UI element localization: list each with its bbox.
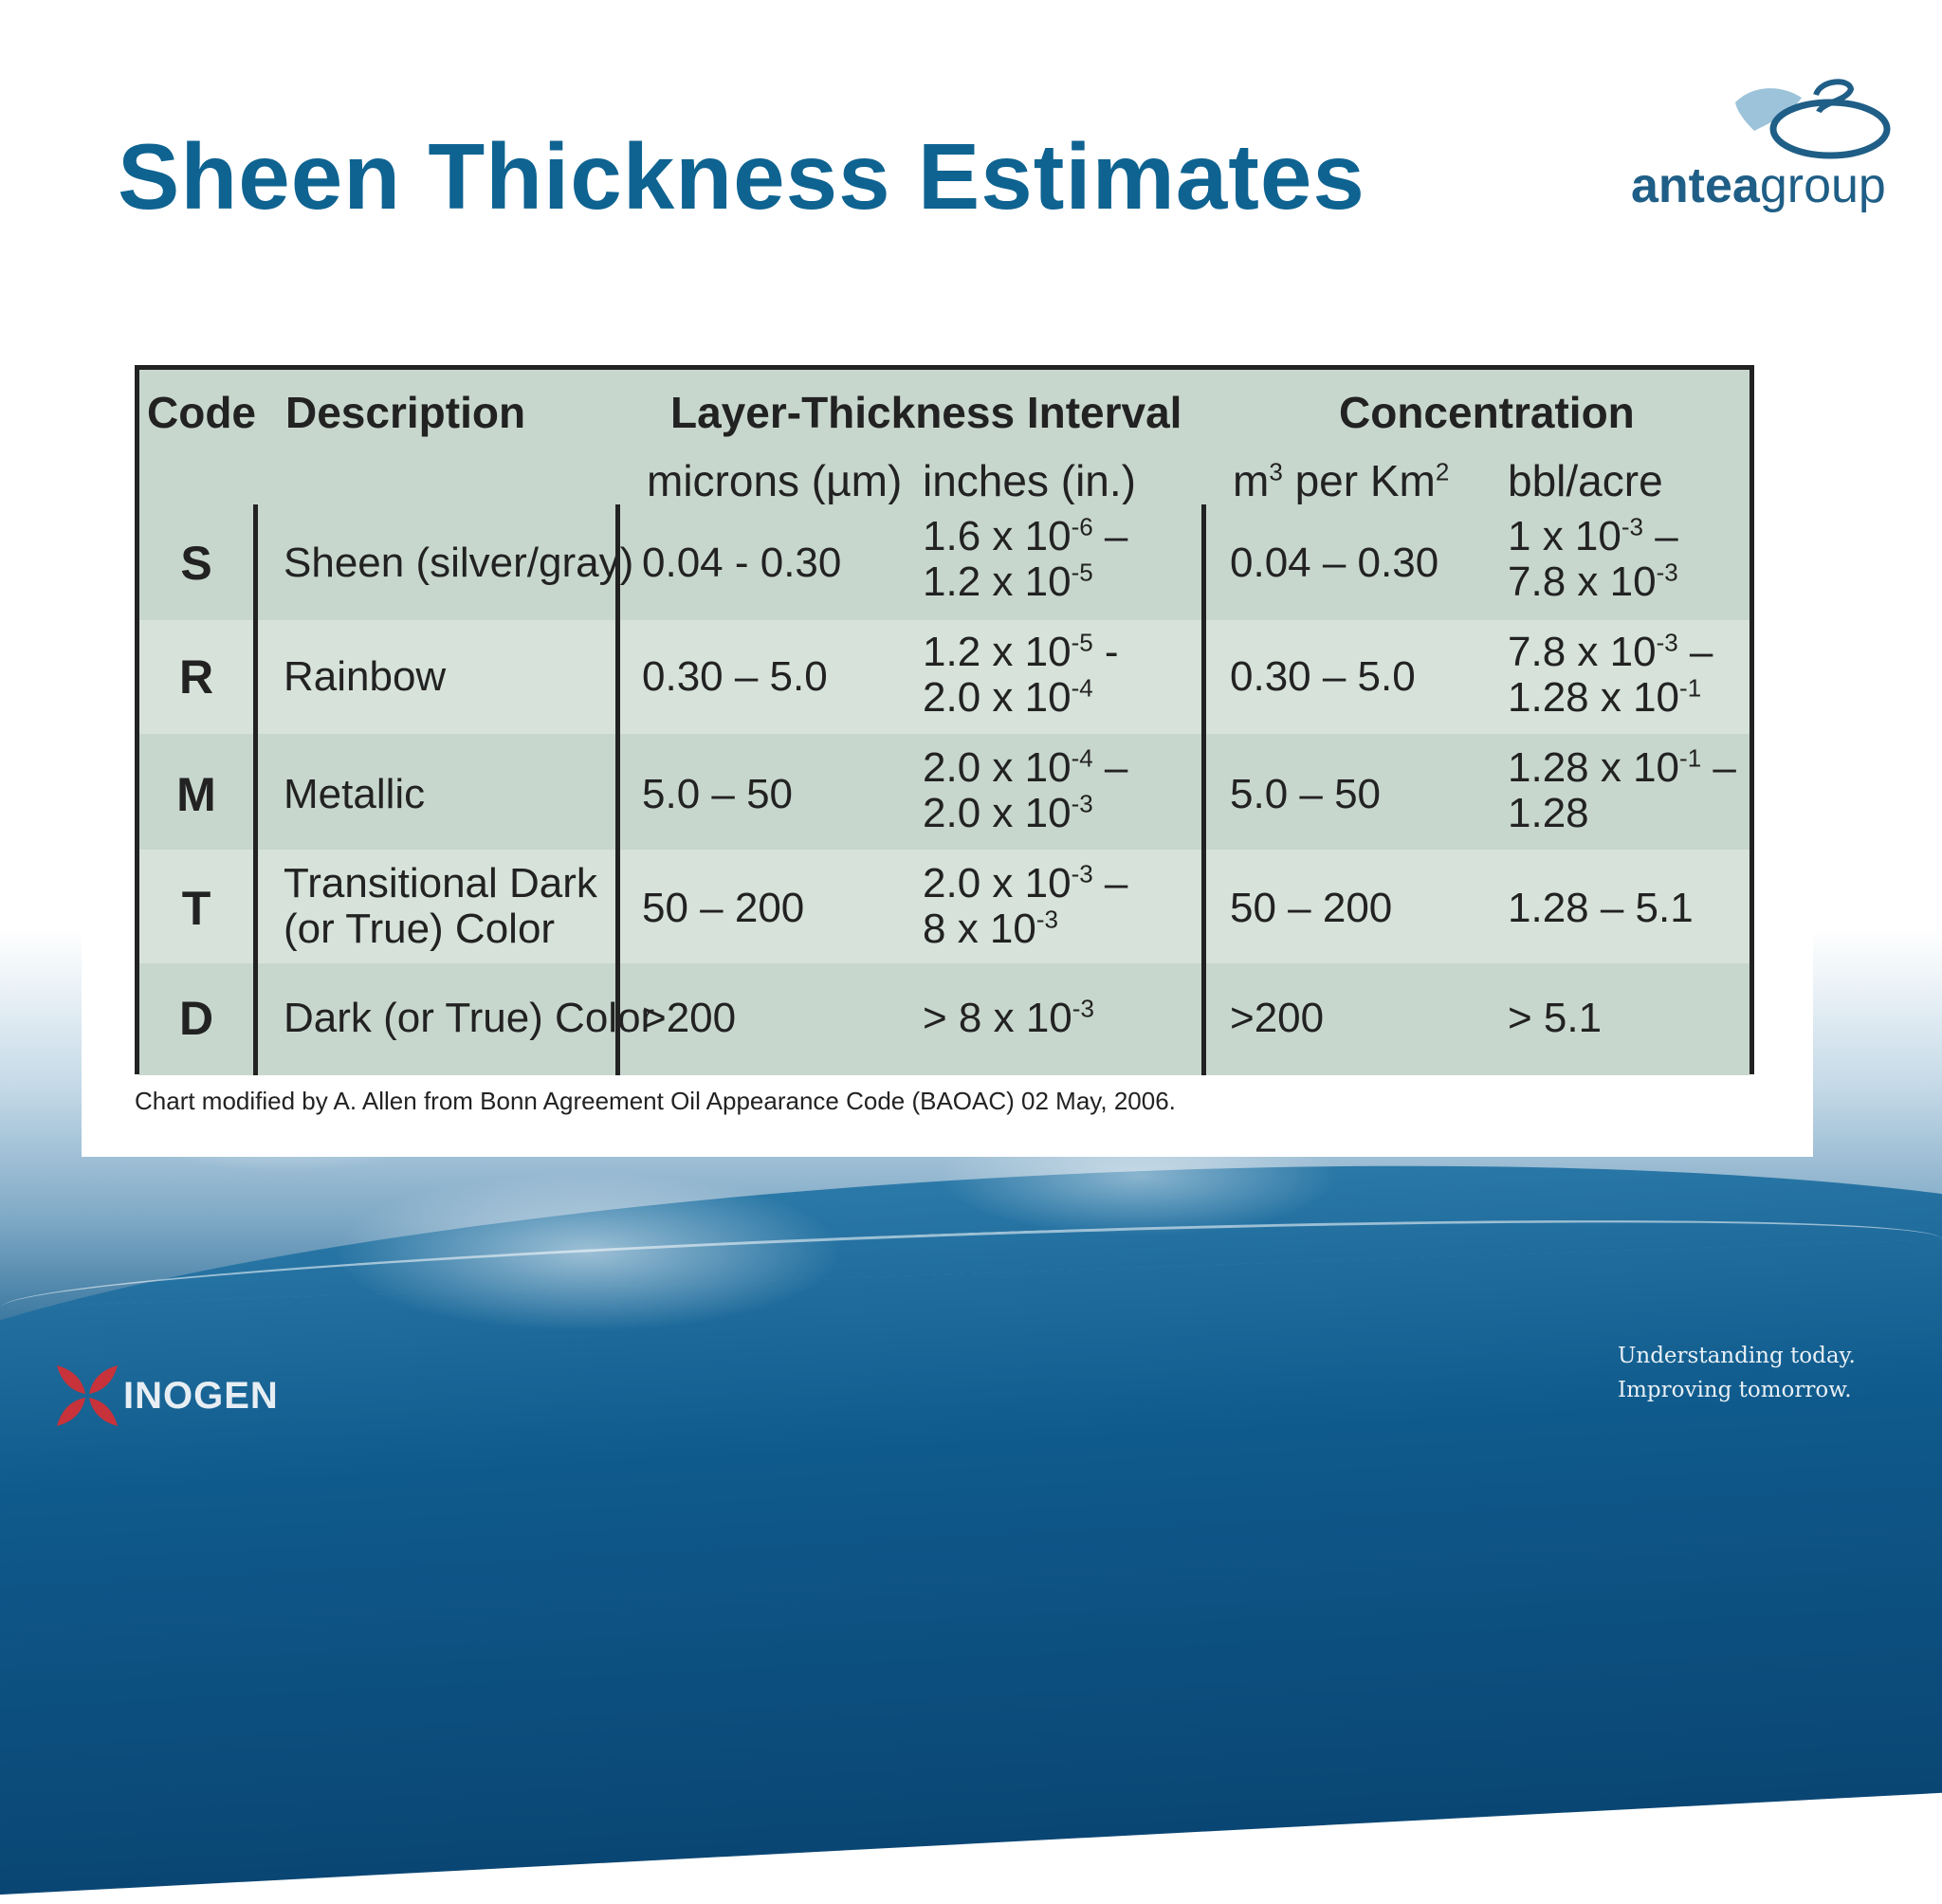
row-description: Metallic	[284, 771, 426, 817]
row-m3: >200	[1230, 995, 1325, 1041]
inogen-logo: INOGEN	[49, 1358, 296, 1434]
row-microns: 0.04 - 0.30	[642, 540, 842, 586]
row-microns: >200	[642, 995, 737, 1041]
row-bbl: 1.28 x 10-1 – 1.28	[1508, 743, 1736, 836]
row-code: M	[176, 768, 216, 821]
row-bbl: 7.8 x 10-3 – 1.28 x 10-1	[1508, 628, 1713, 721]
row-bbl: 1 x 10-3 – 7.8 x 10-3	[1508, 512, 1678, 605]
row-description: Sheen (silver/gray)	[284, 540, 634, 586]
column-divider	[1201, 504, 1206, 1075]
row-inches: > 8 x 10-3	[923, 994, 1094, 1041]
row-bbl: 1.28 – 5.1	[1508, 885, 1694, 931]
tagline: Understanding today. Improving tomorrow.	[1618, 1339, 1856, 1407]
header-code: Code	[147, 388, 256, 437]
sheen-table: Code Description Layer-Thickness Interva…	[135, 365, 1754, 1075]
table-caption: Chart modified by A. Allen from Bonn Agr…	[135, 1087, 1176, 1115]
header-bbl-acre: bbl/acre	[1508, 456, 1663, 505]
table-row	[139, 850, 1750, 963]
row-description: Rainbow	[284, 653, 447, 700]
logo-swirl-icon	[1735, 79, 1891, 159]
row-m3: 0.30 – 5.0	[1230, 653, 1416, 700]
table-row	[139, 504, 1750, 620]
logo-wordmark: anteagroup	[1631, 158, 1886, 213]
row-code: R	[178, 650, 214, 704]
tagline-line-2: Improving tomorrow.	[1618, 1378, 1852, 1402]
tagline-line-1: Understanding today.	[1618, 1344, 1856, 1368]
row-microns: 5.0 – 50	[642, 771, 794, 817]
row-code: T	[181, 882, 211, 935]
antea-group-logo: anteagroup	[1631, 74, 1915, 216]
header-concentration: Concentration	[1339, 388, 1635, 437]
table-row	[139, 734, 1750, 850]
header-layer-thickness: Layer-Thickness Interval	[670, 388, 1182, 437]
row-code: S	[180, 537, 212, 590]
row-inches: 2.0 x 10-3 – 8 x 10-3	[923, 859, 1128, 952]
row-inches: 1.6 x 10-6 – 1.2 x 10-5	[923, 512, 1128, 605]
table-row	[139, 620, 1750, 734]
header-inches: inches (in.)	[923, 456, 1136, 505]
column-divider	[615, 504, 620, 1075]
header-m3-per-km2: m3 per Km2	[1233, 456, 1450, 505]
header-description: Description	[285, 388, 526, 437]
row-m3: 50 – 200	[1230, 885, 1393, 931]
table-row	[139, 963, 1750, 1075]
row-microns: 0.30 – 5.0	[642, 653, 828, 700]
row-description: Transitional Dark (or True) Color	[284, 860, 597, 952]
row-inches: 2.0 x 10-4 – 2.0 x 10-3	[923, 743, 1128, 836]
row-description: Dark (or True) Color	[284, 995, 655, 1041]
column-divider	[253, 504, 258, 1075]
row-code: D	[178, 992, 214, 1045]
inogen-wordmark: INOGEN	[123, 1375, 279, 1417]
inogen-x-icon	[57, 1365, 118, 1426]
header-microns: microns (µm)	[647, 456, 903, 505]
row-m3: 5.0 – 50	[1230, 771, 1382, 817]
row-inches: 1.2 x 10-5 - 2.0 x 10-4	[923, 628, 1119, 721]
slide-title: Sheen Thickness Estimates	[118, 124, 1365, 229]
table-header: Code Description Layer-Thickness Interva…	[139, 370, 1750, 510]
row-bbl: > 5.1	[1508, 995, 1603, 1041]
row-m3: 0.04 – 0.30	[1230, 540, 1439, 586]
row-microns: 50 – 200	[642, 885, 805, 931]
